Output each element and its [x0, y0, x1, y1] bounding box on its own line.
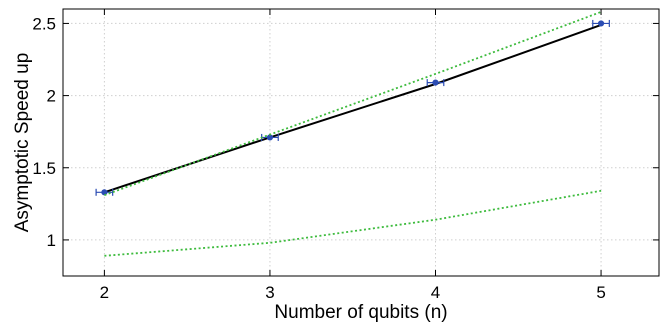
data-point	[101, 189, 108, 196]
data-point	[266, 134, 274, 141]
plot-frame	[62, 8, 660, 277]
ticks: 2 3 4 5 1 1.5 2 2.5	[32, 9, 659, 302]
y-axis-label: Asymptotic Speed up	[12, 53, 33, 233]
data-point	[432, 79, 439, 86]
series-0-line	[104, 23, 602, 194]
y-tick-label: 2.5	[32, 14, 56, 33]
x-tick-label: 3	[265, 283, 274, 302]
x-tick-label: 2	[100, 283, 109, 302]
x-axis-label: Number of qubits (n)	[274, 302, 447, 322]
data-point	[597, 20, 605, 27]
y-tick-label: 1	[47, 231, 56, 250]
x-tick-label: 4	[431, 283, 440, 302]
series-1-line	[104, 11, 602, 197]
grid	[63, 9, 659, 276]
series-2-line	[104, 189, 602, 257]
x-tick-label: 5	[596, 283, 605, 302]
y-tick-label: 2	[47, 87, 56, 106]
series-layer	[95, 11, 610, 257]
y-tick-label: 1.5	[32, 159, 56, 178]
